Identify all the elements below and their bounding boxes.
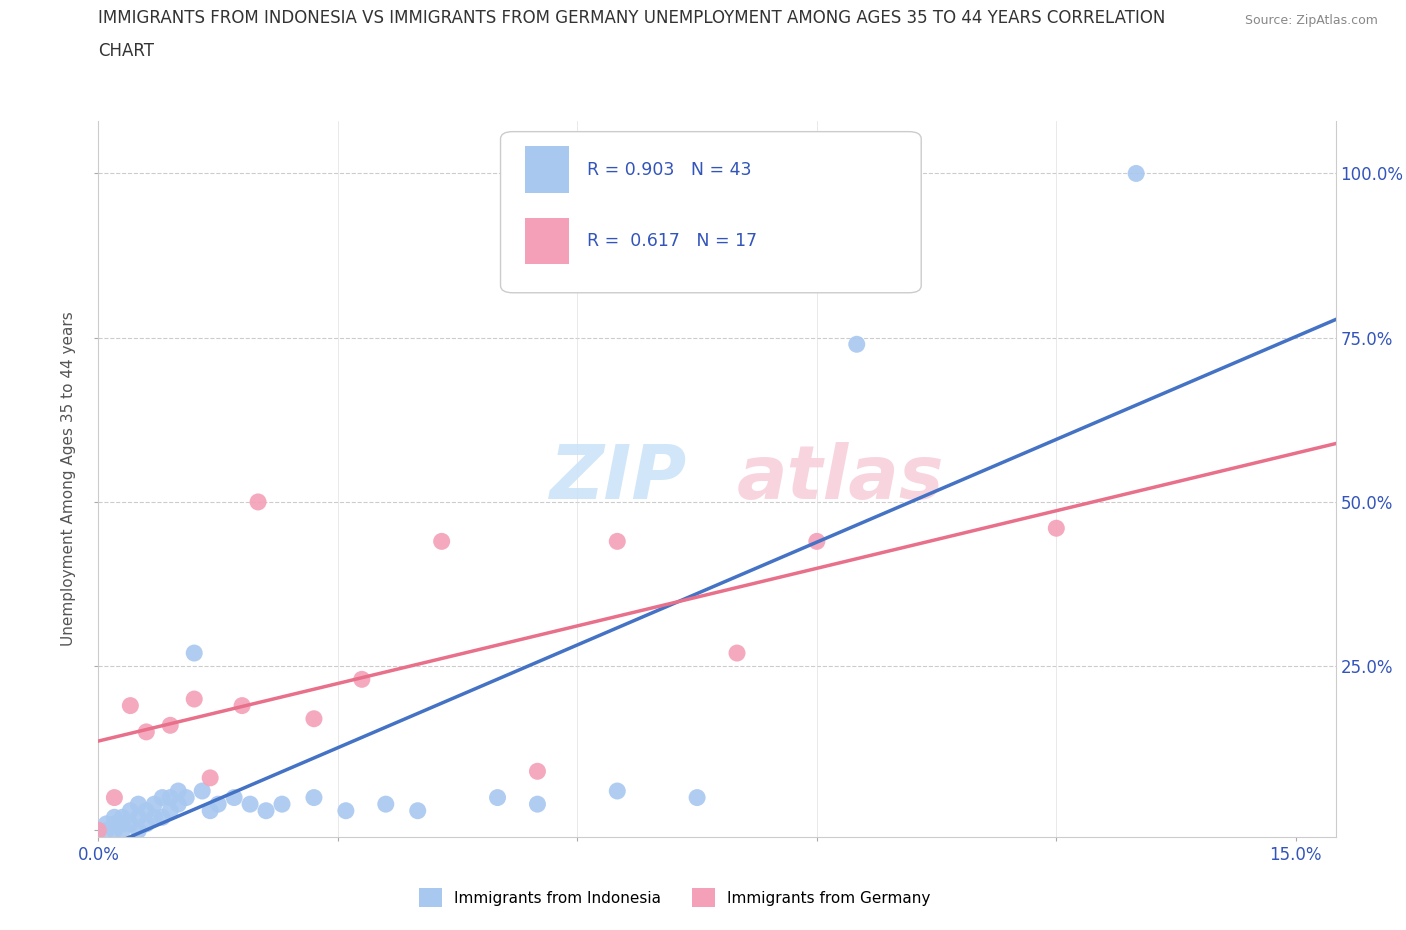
- Point: [302, 711, 325, 726]
- Point: [96, 817, 118, 831]
- Point: [135, 817, 157, 831]
- Point: [87, 823, 110, 838]
- Text: ZIP: ZIP: [550, 443, 686, 515]
- Point: [183, 645, 205, 660]
- Point: [135, 724, 157, 739]
- Point: [127, 823, 149, 838]
- Point: [254, 804, 277, 818]
- Point: [406, 804, 429, 818]
- Point: [198, 770, 221, 785]
- Point: [686, 790, 709, 805]
- Y-axis label: Unemployment Among Ages 35 to 44 years: Unemployment Among Ages 35 to 44 years: [60, 312, 76, 646]
- Point: [239, 797, 262, 812]
- Point: [231, 698, 253, 713]
- Point: [103, 817, 125, 831]
- Point: [143, 810, 166, 825]
- Point: [183, 692, 205, 707]
- Text: R =  0.617   N = 17: R = 0.617 N = 17: [588, 232, 758, 250]
- Point: [103, 823, 125, 838]
- Point: [1125, 166, 1147, 181]
- Point: [159, 804, 181, 818]
- Point: [103, 810, 125, 825]
- Point: [159, 718, 181, 733]
- Point: [150, 790, 173, 805]
- Point: [87, 823, 110, 838]
- Point: [606, 784, 628, 799]
- Point: [96, 823, 118, 838]
- Point: [143, 797, 166, 812]
- Bar: [526, 146, 568, 193]
- Point: [224, 790, 246, 805]
- Point: [120, 698, 142, 713]
- Point: [111, 823, 134, 838]
- Point: [167, 784, 190, 799]
- Point: [111, 810, 134, 825]
- Point: [127, 810, 149, 825]
- Point: [120, 804, 142, 818]
- Text: Source: ZipAtlas.com: Source: ZipAtlas.com: [1244, 14, 1378, 27]
- Point: [350, 671, 373, 686]
- Text: R = 0.903   N = 43: R = 0.903 N = 43: [588, 161, 752, 179]
- Point: [159, 790, 181, 805]
- Point: [725, 645, 748, 660]
- Point: [174, 790, 197, 805]
- Point: [806, 534, 828, 549]
- Point: [430, 534, 453, 549]
- Point: [135, 804, 157, 818]
- Point: [335, 804, 357, 818]
- Point: [127, 797, 149, 812]
- Point: [374, 797, 396, 812]
- Point: [150, 810, 173, 825]
- Point: [845, 337, 868, 352]
- Point: [120, 817, 142, 831]
- Point: [302, 790, 325, 805]
- Point: [198, 804, 221, 818]
- Point: [111, 817, 134, 831]
- Point: [606, 534, 628, 549]
- Point: [191, 784, 214, 799]
- Point: [526, 797, 548, 812]
- Legend: Immigrants from Indonesia, Immigrants from Germany: Immigrants from Indonesia, Immigrants fr…: [413, 883, 936, 913]
- Point: [486, 790, 509, 805]
- Point: [271, 797, 294, 812]
- Point: [526, 764, 548, 778]
- Point: [1045, 521, 1067, 536]
- Point: [207, 797, 229, 812]
- Bar: [526, 218, 568, 264]
- FancyBboxPatch shape: [501, 132, 921, 293]
- Text: CHART: CHART: [98, 42, 155, 60]
- Point: [103, 790, 125, 805]
- Text: IMMIGRANTS FROM INDONESIA VS IMMIGRANTS FROM GERMANY UNEMPLOYMENT AMONG AGES 35 : IMMIGRANTS FROM INDONESIA VS IMMIGRANTS …: [98, 9, 1166, 27]
- Text: atlas: atlas: [737, 443, 945, 515]
- Point: [167, 797, 190, 812]
- Point: [247, 495, 270, 510]
